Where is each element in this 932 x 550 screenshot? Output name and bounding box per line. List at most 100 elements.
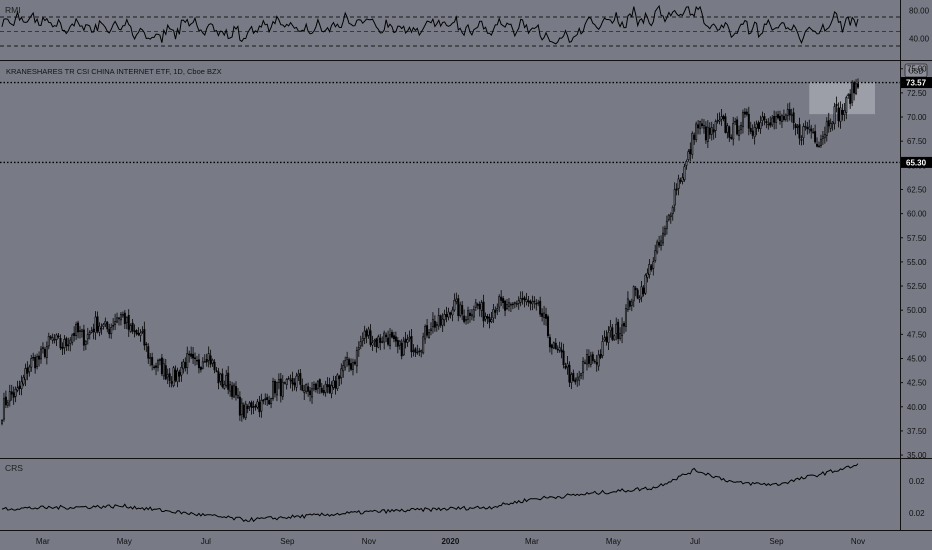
candle-body	[632, 286, 635, 302]
candle-body	[270, 398, 273, 404]
candle-body	[77, 322, 80, 333]
candle-body	[738, 130, 741, 136]
candle-body	[34, 356, 37, 369]
currency-label: USD	[909, 69, 924, 76]
candle-body	[309, 390, 312, 396]
candle-body	[658, 242, 661, 246]
candle-body	[767, 123, 770, 126]
candle-body	[467, 310, 470, 320]
candle-body	[823, 134, 826, 139]
candle-body	[539, 300, 542, 315]
candle-body	[178, 371, 181, 377]
candle-body	[346, 356, 349, 360]
candle-body	[541, 313, 544, 317]
candle-body	[28, 366, 31, 373]
price-tick-label: 75.00	[907, 65, 927, 74]
candle-body	[318, 379, 321, 388]
candle-body	[566, 363, 569, 368]
candle-body	[90, 330, 93, 333]
candle-body	[155, 365, 158, 368]
candle-body	[0, 419, 4, 424]
currency-button[interactable]	[904, 63, 928, 78]
time-tick-label: Sep	[769, 537, 784, 546]
candle-body	[519, 298, 522, 303]
time-tick-label: Jul	[201, 537, 211, 546]
candle-body	[683, 166, 686, 180]
candle-body	[78, 330, 81, 332]
price-tick-label: 40.00	[907, 403, 927, 412]
candle-body	[383, 332, 386, 343]
candle-body	[6, 402, 9, 406]
crs-tick-lower: 0.02	[909, 509, 925, 518]
candle-body	[570, 374, 573, 383]
candle-body	[53, 339, 56, 341]
candle-body	[847, 94, 850, 96]
candle-body	[254, 405, 257, 408]
candle-body	[470, 314, 473, 317]
candle-body	[39, 348, 42, 360]
price-pane: KRANESHARES TR CSI CHINA INTERNET ETF, 1…	[0, 63, 932, 460]
candle-body	[545, 314, 548, 319]
candle-body	[92, 328, 95, 332]
candle-body	[260, 399, 263, 412]
candle-body	[574, 379, 577, 383]
candle-body	[611, 327, 614, 340]
candle-body	[595, 362, 598, 365]
candle-body	[127, 315, 130, 330]
candle-body	[630, 301, 633, 306]
candle-body	[607, 332, 610, 343]
candle-body	[525, 299, 528, 303]
time-tick-label: Jul	[690, 537, 700, 546]
candle-body	[853, 82, 856, 94]
rmi-pane: RMI 80.00 40.00	[0, 4, 930, 47]
candle-body	[162, 363, 165, 377]
candle-body	[314, 383, 317, 390]
candle-body	[36, 356, 39, 367]
candle-body	[213, 361, 216, 371]
candle-body	[207, 353, 210, 361]
candle-body	[377, 336, 380, 348]
candle-body	[192, 353, 195, 359]
candle-body	[322, 390, 325, 394]
candle-body	[305, 384, 308, 393]
candle-body	[437, 315, 440, 327]
chart-title: KRANESHARES TR CSI CHINA INTERNET ETF, 1…	[6, 67, 222, 76]
candle-body	[291, 377, 294, 385]
candle-body	[597, 354, 600, 367]
candle-body	[650, 265, 653, 270]
candle-body	[217, 371, 220, 384]
candle-body	[628, 300, 631, 307]
candle-body	[151, 357, 154, 366]
crs-series-line	[1, 463, 859, 523]
candle-body	[402, 340, 405, 356]
candle-body	[576, 377, 579, 381]
candle-body	[613, 335, 616, 341]
candle-body	[718, 119, 721, 122]
candle-body	[422, 336, 425, 354]
candle-body	[580, 373, 583, 377]
candle-body	[367, 328, 370, 336]
candle-body	[701, 123, 704, 127]
candle-body	[98, 325, 101, 333]
candle-body	[88, 332, 91, 335]
candle-body	[160, 357, 163, 375]
candle-body	[765, 121, 768, 124]
price-tick-label: 70.00	[907, 113, 927, 122]
candle-body	[509, 303, 512, 306]
candle-body	[96, 316, 99, 332]
candle-body	[584, 362, 587, 364]
candle-body	[634, 287, 637, 291]
candle-body	[283, 382, 286, 384]
candle-body	[71, 334, 74, 343]
price-tick-label: 60.00	[907, 210, 927, 219]
candle-body	[769, 122, 772, 126]
candle-body	[617, 321, 620, 339]
candle-body	[82, 329, 85, 346]
candle-body	[73, 332, 76, 336]
candle-body	[745, 111, 748, 115]
candle-body	[827, 120, 830, 127]
candle-body	[851, 81, 854, 103]
candle-body	[359, 341, 362, 347]
candle-body	[619, 333, 622, 339]
candle-body	[256, 401, 259, 408]
